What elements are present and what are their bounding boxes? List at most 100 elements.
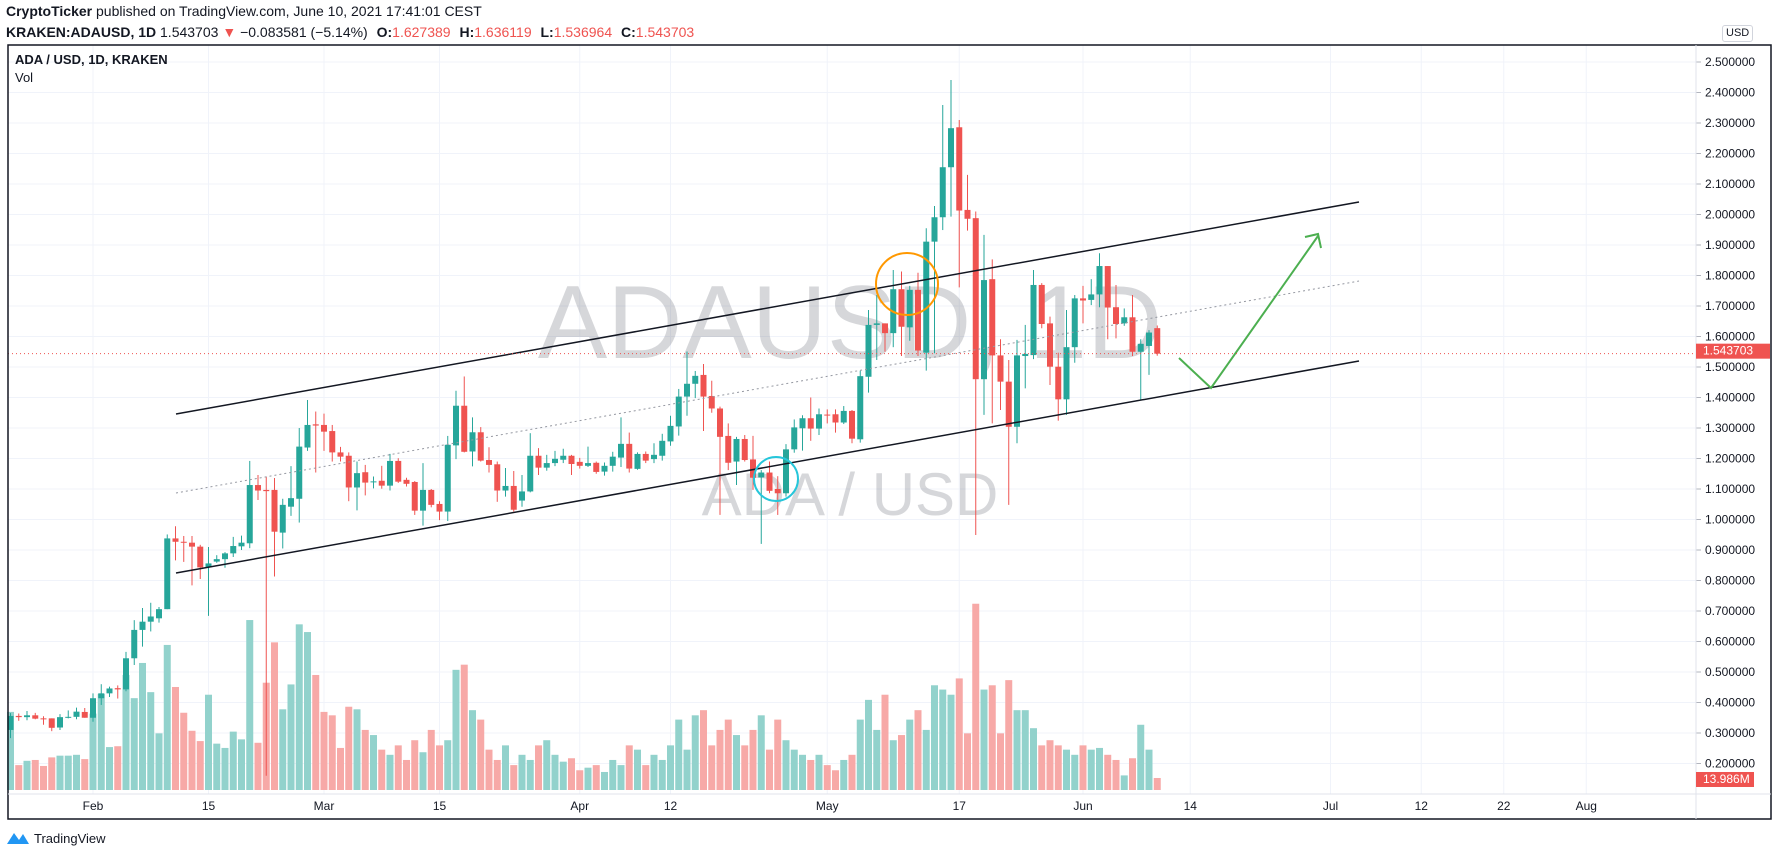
volume-bar <box>1005 680 1013 790</box>
volume-bar <box>304 632 311 790</box>
candle <box>453 390 459 460</box>
candle <box>180 535 187 562</box>
candle-body <box>81 711 88 718</box>
volume-bar <box>510 765 518 790</box>
channel-lower-line[interactable] <box>175 360 1360 574</box>
candle <box>411 481 418 515</box>
candle <box>139 607 146 647</box>
volume-bar <box>370 735 377 790</box>
volume-bar <box>1112 759 1120 790</box>
candle-body <box>48 718 55 728</box>
volume-bar <box>254 742 262 790</box>
volume-label-bg <box>1696 771 1754 787</box>
candle-body <box>618 443 624 458</box>
volume-bar <box>452 669 460 790</box>
candle <box>609 451 616 472</box>
candle-body <box>774 489 781 494</box>
candle <box>345 452 352 502</box>
candle-body <box>535 455 542 468</box>
candle <box>477 427 484 462</box>
price-tick-label: 0.300000 <box>1705 726 1755 740</box>
volume-bar <box>922 729 930 790</box>
candle-body <box>651 454 657 460</box>
time-tick-label: 15 <box>202 799 216 813</box>
high-value: 1.636119 <box>474 24 532 40</box>
price-tick-label: 0.200000 <box>1705 757 1755 771</box>
channel-upper-line[interactable] <box>175 201 1360 415</box>
volume-bar <box>139 662 146 790</box>
legend-volume[interactable]: Vol <box>15 70 34 85</box>
highlight-circle-orange[interactable] <box>875 252 939 316</box>
candle <box>535 448 542 475</box>
volume-bar <box>691 715 699 790</box>
candle-body <box>362 472 369 483</box>
candle <box>147 602 154 632</box>
candle <box>733 436 740 486</box>
candle-body <box>345 455 352 488</box>
candle <box>642 451 649 464</box>
candle-body <box>1104 266 1111 308</box>
volume-bar <box>757 715 765 790</box>
currency-button[interactable]: USD <box>1722 25 1754 42</box>
candle-body <box>1014 355 1020 427</box>
candle-body <box>717 408 723 437</box>
volume-bar <box>155 733 163 790</box>
channel-mid-line[interactable] <box>175 280 1360 494</box>
candle-body <box>15 715 22 718</box>
candle-body <box>420 489 426 511</box>
volume-bar <box>345 706 353 790</box>
time-tick-label: Aug <box>1576 799 1597 813</box>
legend-title[interactable]: ADA / USD, 1D, KRAKEN <box>15 52 168 67</box>
candle-body <box>403 479 410 484</box>
drawings[interactable] <box>8 201 1696 574</box>
candle-body <box>230 546 237 554</box>
last-price-label: 1.543703 <box>1703 344 1753 358</box>
projection-arrow[interactable] <box>1178 235 1319 390</box>
candle-body <box>915 289 921 351</box>
candle-body <box>1022 353 1029 357</box>
candle <box>626 432 633 473</box>
candle-body <box>147 616 154 622</box>
candle-body <box>1005 381 1012 427</box>
candle-body <box>139 621 146 630</box>
volume-bar <box>741 745 749 790</box>
price-tick-label: 1.900000 <box>1705 238 1755 252</box>
candle-body <box>7 715 14 730</box>
candle-body <box>981 280 987 380</box>
candle-body <box>436 503 443 512</box>
volume-bar <box>1145 749 1153 790</box>
tradingview-logo[interactable]: TradingView <box>6 830 106 846</box>
candle <box>1038 283 1045 329</box>
candle <box>81 707 88 718</box>
candle <box>923 228 930 371</box>
highlight-circle-blue[interactable] <box>753 456 799 502</box>
time-tick-label: Mar <box>314 799 335 813</box>
candle <box>57 714 63 730</box>
volume-bar <box>972 603 980 790</box>
candle-body <box>857 376 864 440</box>
candle-body <box>766 472 773 491</box>
candle <box>213 555 220 563</box>
candle <box>238 535 245 550</box>
candle-body <box>354 473 360 488</box>
price-tick-label: 0.500000 <box>1705 665 1755 679</box>
candle <box>659 433 666 461</box>
volume-bar <box>436 745 443 790</box>
arrow-head-icon[interactable] <box>1304 232 1322 249</box>
price-tick-label: 1.300000 <box>1705 421 1755 435</box>
candle <box>675 388 682 436</box>
author-name[interactable]: CryptoTicker <box>6 3 93 19</box>
volume-bar <box>460 664 468 790</box>
time-tick-label: 15 <box>433 799 447 813</box>
time-tick-label: Apr <box>570 799 589 813</box>
candle-body <box>972 218 979 380</box>
candle-body <box>304 424 311 448</box>
candle <box>197 544 204 579</box>
candle <box>1104 266 1111 340</box>
candle-body <box>197 546 204 568</box>
candle <box>906 285 913 341</box>
candle-body <box>543 463 550 468</box>
volume-bar <box>246 620 254 790</box>
candle-body <box>222 553 228 560</box>
